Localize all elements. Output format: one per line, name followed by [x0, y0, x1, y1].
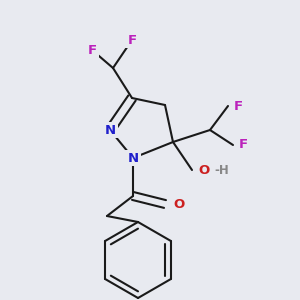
Text: O: O — [173, 197, 184, 211]
Text: N: N — [104, 124, 116, 136]
Text: F: F — [87, 44, 97, 56]
Text: F: F — [239, 139, 248, 152]
Text: -H: -H — [214, 164, 229, 176]
Text: O: O — [198, 164, 209, 176]
Text: N: N — [128, 152, 139, 164]
Text: F: F — [234, 100, 243, 112]
Text: F: F — [128, 34, 136, 46]
